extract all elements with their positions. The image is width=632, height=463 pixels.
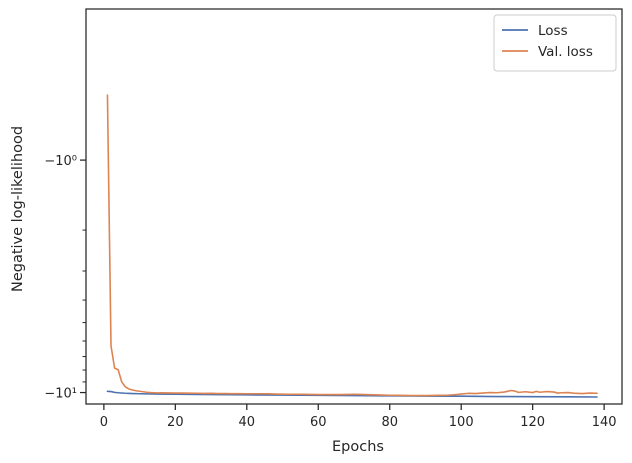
x-tick-label: 0 bbox=[100, 415, 108, 430]
plot-area bbox=[86, 9, 622, 404]
plot-background bbox=[86, 9, 622, 404]
axes-layer: 0 20 40 60 80 100 120 140 −10⁰ −10¹ bbox=[44, 8, 623, 430]
series-line-val-loss bbox=[106, 94, 598, 397]
x-tick-label: 80 bbox=[381, 415, 398, 430]
x-tick-label: 20 bbox=[167, 415, 184, 430]
y-tick-label: −10¹ bbox=[44, 387, 77, 402]
x-tick-label: 100 bbox=[449, 415, 474, 430]
legend: Loss Val. loss bbox=[493, 14, 617, 72]
series-line-loss bbox=[106, 390, 598, 398]
x-tick-label: 140 bbox=[592, 415, 617, 430]
legend-box bbox=[493, 14, 617, 72]
x-axis-label: Epochs bbox=[332, 439, 384, 455]
x-tick-label: 120 bbox=[520, 415, 545, 430]
series-layer bbox=[106, 94, 598, 398]
y-tick-label: −10⁰ bbox=[44, 154, 77, 169]
legend-label: Loss bbox=[538, 23, 568, 39]
x-tick-label: 40 bbox=[239, 415, 256, 430]
y-axis-label: Negative log-likelihood bbox=[10, 126, 26, 292]
x-tick-label: 60 bbox=[310, 415, 327, 430]
legend-label: Val. loss bbox=[538, 44, 593, 60]
plot-frame bbox=[85, 8, 623, 405]
